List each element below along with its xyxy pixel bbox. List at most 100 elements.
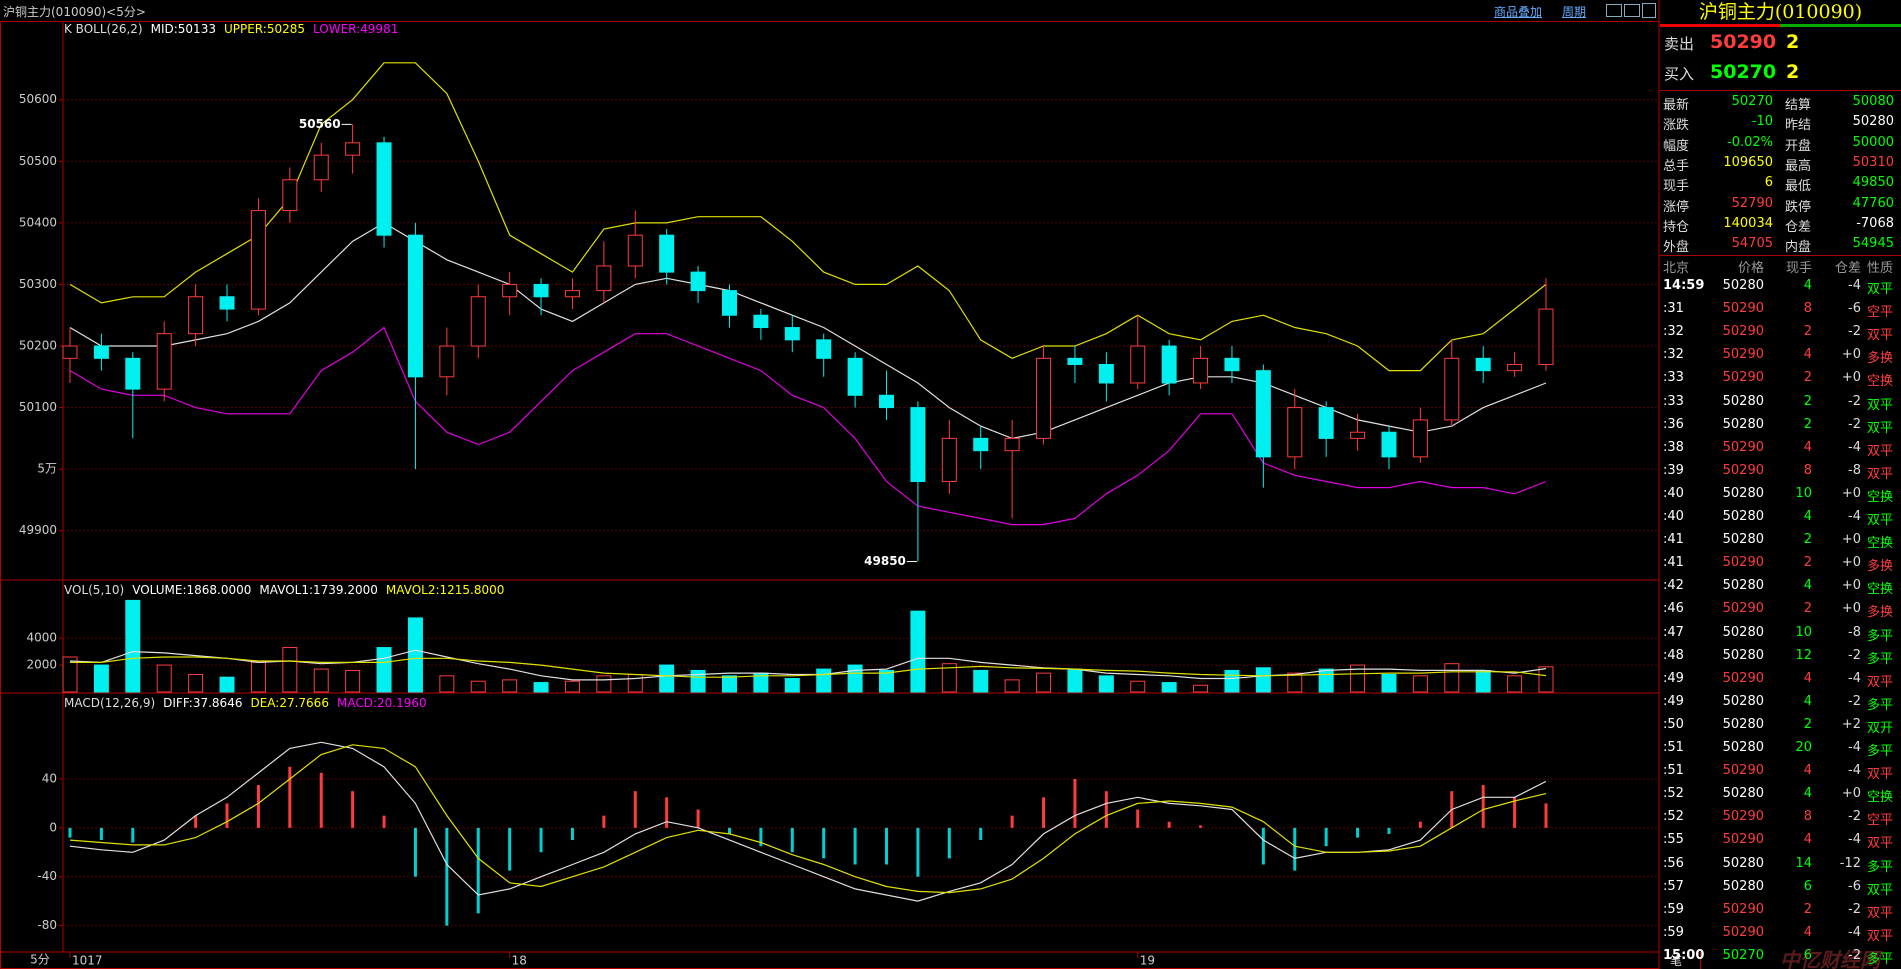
candle-body <box>879 394 895 409</box>
trade-cell: 6 <box>1803 878 1812 894</box>
header-item: MACD(12,26,9) <box>64 696 156 710</box>
trade-cell: :40 <box>1663 485 1684 501</box>
trade-cell: 双平 <box>1867 882 1894 898</box>
trade-cell: 2 <box>1803 601 1812 617</box>
trade-cell: 6 <box>1803 947 1812 963</box>
candle-body <box>188 296 204 335</box>
trade-cell: -2 <box>1848 324 1861 340</box>
volume-bar <box>62 656 78 693</box>
candle-body <box>1067 357 1083 365</box>
trade-cell: 50280 <box>1722 740 1764 755</box>
stat-label: 涨停 <box>1663 199 1690 215</box>
x-tick-label: 19 <box>1140 954 1155 968</box>
x-tick-label: 18 <box>512 954 527 968</box>
trade-cell: 双平 <box>1867 443 1894 459</box>
tab-ticks[interactable]: 笔 <box>1670 954 1683 968</box>
indicator-line <box>69 649 1547 681</box>
stat-value: 50280 <box>1852 114 1894 130</box>
trade-cell: :59 <box>1663 924 1684 940</box>
stat-value: 52790 <box>1731 195 1773 211</box>
stat-label: 结算 <box>1785 98 1812 113</box>
low-label: 49850 <box>864 554 906 568</box>
volume-bar <box>1287 672 1303 693</box>
trade-header: 仓差 <box>1834 261 1861 276</box>
trade-cell: 50290 <box>1722 555 1764 571</box>
header-item: VOL(5,10) <box>64 583 125 597</box>
trade-cell: 2 <box>1803 901 1812 917</box>
trade-cell: :52 <box>1663 809 1684 825</box>
book-label: 卖出 <box>1664 35 1695 53</box>
candle-body <box>596 265 612 292</box>
indicator-line <box>69 326 1547 526</box>
quote-panel: 沪铜主力(010090) 笔 中亿财经网 卖出 50290 2 买入 50270 2 最新 5… <box>1660 0 1901 969</box>
bar-red <box>1660 24 1780 27</box>
header-item: MAVOL1:1739.2000 <box>259 583 378 597</box>
trade-cell: :51 <box>1663 740 1684 755</box>
trade-cell: 15:00 <box>1663 947 1705 963</box>
volume-bar <box>1318 668 1334 693</box>
trade-cell: :48 <box>1663 647 1684 663</box>
volume-bar <box>816 668 832 693</box>
watermark: 中亿财经网 <box>1780 948 1880 969</box>
stat-value: 49850 <box>1852 175 1894 191</box>
indicator-line <box>69 222 1547 440</box>
y-tick-label: 50100 <box>19 400 57 414</box>
trade-cell: -2 <box>1848 693 1861 709</box>
candle-body <box>1538 308 1554 365</box>
menu-period[interactable]: 周期 <box>1562 5 1587 19</box>
trade-cell: 50290 <box>1722 462 1764 478</box>
trade-cell: :49 <box>1663 693 1684 709</box>
divider <box>1700 951 1701 969</box>
trade-cell: 多平 <box>1867 859 1894 875</box>
menu-overlay[interactable]: 商品叠加 <box>1494 5 1543 19</box>
trade-cell: 空换 <box>1867 374 1894 390</box>
trade-cell: 10 <box>1795 485 1812 501</box>
icon-button[interactable] <box>1624 4 1640 17</box>
period-label: 5分 <box>30 953 50 967</box>
candle-body <box>1318 407 1334 439</box>
volume-bar <box>250 661 266 693</box>
trade-cell: -4 <box>1848 924 1861 940</box>
stat-value: 109650 <box>1723 154 1773 170</box>
stat-label: 最新 <box>1663 98 1690 113</box>
trade-cell: -4 <box>1848 439 1861 455</box>
trade-cell: :49 <box>1663 670 1684 686</box>
trade-cell: 4 <box>1803 832 1812 848</box>
trade-cell: 50290 <box>1722 670 1764 686</box>
header-item: MID:50133 <box>150 22 216 36</box>
x-tick-label: 1017 <box>72 954 103 968</box>
volume-bar <box>721 675 737 693</box>
trade-cell: :56 <box>1663 855 1684 871</box>
volume-bar <box>784 678 800 693</box>
candle-body <box>1444 357 1460 421</box>
volume-bar <box>439 675 455 693</box>
volume-bar <box>659 664 675 693</box>
stat-label: 内盘 <box>1785 240 1812 256</box>
divider <box>1660 90 1901 91</box>
trade-cell: -2 <box>1848 647 1861 663</box>
header-item: MAVOL2:1215.8000 <box>385 583 505 597</box>
y-tick-label: 5万 <box>37 462 57 476</box>
divider <box>1660 255 1901 256</box>
candle-body <box>816 339 832 359</box>
quote-title: 沪铜主力(010090) <box>1698 1 1863 23</box>
y-tick-label: 50200 <box>19 339 57 353</box>
stat-value: 50000 <box>1852 134 1894 150</box>
volume-bar <box>564 680 580 693</box>
indicator-line <box>69 62 1547 372</box>
stat-value: 50270 <box>1731 94 1773 109</box>
candle-body <box>1255 370 1271 458</box>
trade-cell: :39 <box>1663 462 1684 478</box>
trade-cell: 50290 <box>1722 439 1764 455</box>
indicator-line <box>70 656 1547 678</box>
icon-button[interactable] <box>1606 4 1622 17</box>
trade-cell: 空换 <box>1867 582 1894 598</box>
trade-cell: -6 <box>1848 878 1861 894</box>
candle-body <box>376 142 392 236</box>
book-label: 买入 <box>1664 65 1695 83</box>
stat-value: 47760 <box>1852 195 1894 211</box>
icon-button[interactable] <box>1642 3 1656 18</box>
header-item: K BOLL(26,2) <box>64 22 143 36</box>
trade-cell: 50280 <box>1722 855 1764 871</box>
trade-cell: -2 <box>1848 393 1861 409</box>
